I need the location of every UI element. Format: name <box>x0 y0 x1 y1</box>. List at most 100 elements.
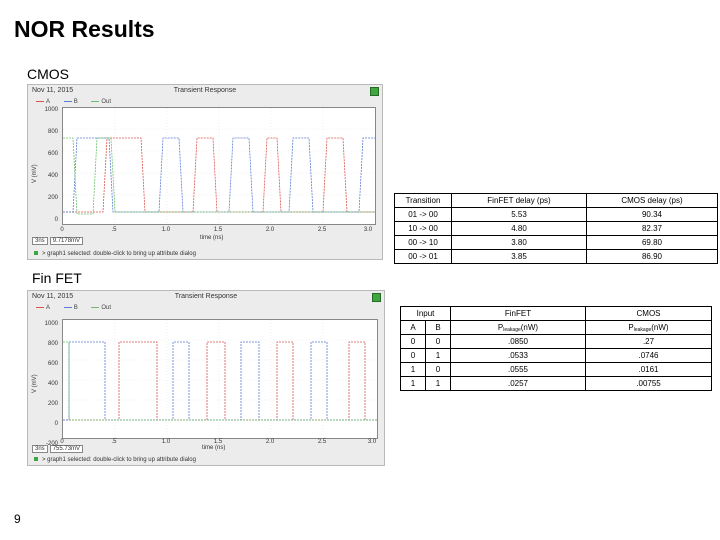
ytick: 200 <box>47 195 58 201</box>
table-cell: 00 -> 01 <box>394 249 452 264</box>
ytick: 600 <box>47 361 58 367</box>
ytick: 800 <box>47 341 58 347</box>
cmos-waveform-window: Nov 11, 2015 Transient Response A B Out … <box>27 84 383 260</box>
ytick: 800 <box>47 129 58 135</box>
table-cell: 4.80 <box>451 221 587 236</box>
graph1-cursor-y[interactable]: 9.7178mV <box>49 237 84 245</box>
table-cell: 0 <box>425 362 451 377</box>
header-cell: A <box>400 320 426 335</box>
header-cell: Pleakage(nW) <box>450 320 586 335</box>
table-cell: 3.80 <box>451 235 587 250</box>
page-number: 9 <box>14 512 21 526</box>
xtick: 0 <box>60 439 64 445</box>
table-subheader-row: A B Pleakage(nW) Pleakage(nW) <box>400 320 712 335</box>
table-cell: 86.90 <box>586 249 718 264</box>
graph1-legend: A B Out <box>36 99 123 105</box>
table-cell: 0 <box>425 334 451 349</box>
header-cell: Transition <box>394 193 452 208</box>
graph2-plot-area[interactable] <box>62 319 378 439</box>
cmos-waveform-svg <box>63 108 375 224</box>
header-cell: CMOS delay (ps) <box>586 193 718 208</box>
leakage-table: Input FinFET CMOS A B Pleakage(nW) Pleak… <box>400 306 712 391</box>
finfet-label: Fin FET <box>32 270 82 286</box>
graph2-titlebar: Nov 11, 2015 Transient Response <box>28 291 384 303</box>
table-row: 01 -> 00 5.53 90.34 <box>394 207 718 222</box>
header-cell: Input <box>400 306 451 321</box>
graph2-status-text: > graph1 selected: double-click to bring… <box>42 457 196 463</box>
table-row: 00 -> 01 3.85 86.90 <box>394 249 718 264</box>
ytick: 400 <box>47 381 58 387</box>
xtick: 3.0 <box>367 439 377 445</box>
table-cell: 00 -> 10 <box>394 235 452 250</box>
table-cell: 82.37 <box>586 221 718 236</box>
legend-b: B <box>63 99 78 105</box>
table-cell: 0 <box>400 348 426 363</box>
table-cell: 5.53 <box>451 207 587 222</box>
ytick: -200 <box>45 441 58 447</box>
table-header-row: Input FinFET CMOS <box>400 306 712 321</box>
xtick: 2.5 <box>317 439 327 445</box>
header-cell: B <box>425 320 451 335</box>
graph2-y-label: V (mV) <box>32 374 38 393</box>
table-cell: .0746 <box>585 348 712 363</box>
legend-a: A <box>36 99 50 105</box>
table-cell: 1 <box>425 376 451 391</box>
xtick: 1.5 <box>213 439 223 445</box>
table-cell: 10 -> 00 <box>394 221 452 236</box>
ytick: 400 <box>47 173 58 179</box>
table-cell: .0850 <box>450 334 586 349</box>
slide-title: NOR Results <box>14 16 155 42</box>
table-cell: .0257 <box>450 376 586 391</box>
ytick: 1000 <box>44 321 58 327</box>
header-cell: CMOS <box>585 306 712 321</box>
table-cell: 01 -> 00 <box>394 207 452 222</box>
xtick: 2.5 <box>317 227 327 233</box>
finfet-waveform-window: Nov 11, 2015 Transient Response A B Out … <box>27 290 385 466</box>
graph2-x-label: time (ns) <box>202 445 226 451</box>
xtick: 2.0 <box>265 439 275 445</box>
graph2-cursor-y[interactable]: 755.73mV <box>49 445 84 453</box>
graph2-date: Nov 11, 2015 <box>32 293 74 300</box>
header-cell: FinFET delay (ps) <box>451 193 587 208</box>
xtick: 0 <box>60 227 64 233</box>
xtick: .5 <box>111 439 117 445</box>
ytick: 600 <box>47 151 58 157</box>
table-row: 0 0 .0850 .27 <box>400 334 712 349</box>
ytick: 0 <box>54 217 58 223</box>
ytick: 200 <box>47 401 58 407</box>
graph2-status-indicator[interactable] <box>372 293 381 302</box>
graph2-status-bar: > graph1 selected: double-click to bring… <box>28 455 384 465</box>
table-row: 00 -> 10 3.80 69.80 <box>394 235 718 250</box>
xtick: 1.5 <box>213 227 223 233</box>
status-dot-icon <box>34 457 38 461</box>
table-cell: .0555 <box>450 362 586 377</box>
table-cell: 1 <box>400 362 426 377</box>
xtick: 1.0 <box>161 439 171 445</box>
cmos-label: CMOS <box>27 66 69 82</box>
table-row: 10 -> 00 4.80 82.37 <box>394 221 718 236</box>
ytick: 1000 <box>44 107 58 113</box>
table-cell: .27 <box>585 334 712 349</box>
xtick: 1.0 <box>161 227 171 233</box>
graph1-cursor-x[interactable]: 3ns <box>32 237 48 245</box>
table-cell: .0533 <box>450 348 586 363</box>
table-cell: .00755 <box>585 376 712 391</box>
graph1-cursor-readout: 3ns 9.7178mV <box>32 237 85 245</box>
xtick: .5 <box>111 227 117 233</box>
header-cell: Pleakage(nW) <box>585 320 712 335</box>
graph1-status-bar: > graph1 selected: double-click to bring… <box>28 249 382 259</box>
graph1-status-text: > graph1 selected: double-click to bring… <box>42 251 196 257</box>
graph1-status-indicator[interactable] <box>370 87 379 96</box>
legend-out: Out <box>91 305 111 311</box>
table-cell: 1 <box>400 376 426 391</box>
table-row: 0 1 .0533 .0746 <box>400 348 712 363</box>
table-cell: 69.80 <box>586 235 718 250</box>
table-row: 1 0 .0555 .0161 <box>400 362 712 377</box>
graph2-legend: A B Out <box>36 305 123 311</box>
table-cell: 3.85 <box>451 249 587 264</box>
graph2-cursor-x[interactable]: 3ns <box>32 445 48 453</box>
graph1-title: Transient Response <box>173 87 237 94</box>
graph1-plot-area[interactable] <box>62 107 376 225</box>
delay-table: Transition FinFET delay (ps) CMOS delay … <box>394 193 718 264</box>
table-row: 1 1 .0257 .00755 <box>400 376 712 391</box>
